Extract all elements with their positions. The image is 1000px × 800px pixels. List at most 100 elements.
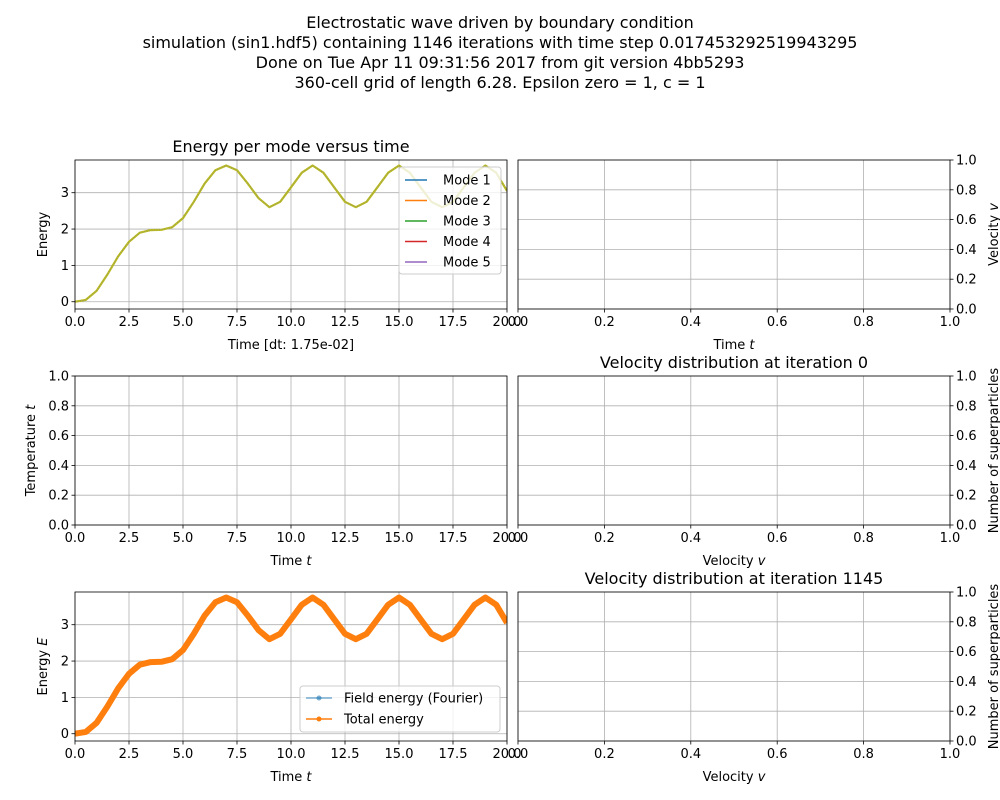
y-tick-label: 0.4 <box>956 243 977 258</box>
y-tick-label: 0.0 <box>956 519 977 534</box>
x-tick-label: 17.5 <box>439 531 468 546</box>
plot-title: Velocity distribution at iteration 1145 <box>585 569 884 588</box>
y-tick-label: 0.6 <box>956 213 977 228</box>
x-tick-label: 15.0 <box>385 315 414 330</box>
energy-vs-time-plot: 0.0 2.5 5.0 7.5 10.0 12.5 15.0 17.5 20.0 0 1 2 3 Time… <box>36 591 522 785</box>
plot-area <box>518 376 950 525</box>
x-axis-label: Time t <box>269 770 312 785</box>
x-tick-label: 20.0 <box>493 531 522 546</box>
y-tick-label: 3 <box>61 186 69 201</box>
y-tick-label: 0.4 <box>48 459 69 474</box>
y-tick-label: 1.0 <box>48 370 69 385</box>
legend-label: Total energy <box>343 713 424 728</box>
x-tick-label: 0.0 <box>65 531 86 546</box>
x-tick-label: 5.0 <box>173 531 194 546</box>
suptitle-line: Done on Tue Apr 11 09:31:56 2017 from gi… <box>255 53 745 72</box>
velocity-distribution-0-plot: 0.0 0.2 0.4 0.6 0.8 1.00.00.20.40.60.81.0Velo… <box>508 353 1000 569</box>
x-tick-label: 0.0 <box>508 315 529 330</box>
x-tick-label: 15.0 <box>385 531 414 546</box>
legend-label: Field energy (Fourier) <box>344 692 483 707</box>
y-tick-label: 0.8 <box>956 399 977 414</box>
y-tick-label: 1.0 <box>956 154 977 169</box>
y-tick-label: 2 <box>61 223 69 238</box>
y-tick-label: 0.0 <box>48 519 69 534</box>
x-tick-label: 0.8 <box>853 747 874 762</box>
legend-marker <box>316 695 322 701</box>
x-tick-label: 12.5 <box>331 531 360 546</box>
x-tick-label: 1.0 <box>940 531 961 546</box>
x-tick-label: 17.5 <box>439 315 468 330</box>
x-tick-label: 7.5 <box>227 747 248 762</box>
x-axis-label: Velocity v <box>703 554 766 569</box>
y-tick-label: 0.6 <box>956 429 977 444</box>
energy-per-mode-plot: 0.0 2.5 5.0 7.5 10.0 12.5 15.0 17.5 20.0 0 1 2 3 Ener… <box>36 137 521 353</box>
y-tick-label: 1 <box>61 259 69 274</box>
y-tick-label: 1 <box>61 691 69 706</box>
x-tick-label: 0.0 <box>508 747 529 762</box>
x-tick-label: 0.8 <box>853 531 874 546</box>
y-tick-label: 0.6 <box>956 645 977 660</box>
velocity-distribution-1145-plot: 0.0 0.2 0.4 0.6 0.8 1.00.00.20.40.60.81.0Velo… <box>508 569 1000 785</box>
y-tick-label: 0.4 <box>956 459 977 474</box>
y-tick-label: 0.2 <box>956 273 977 288</box>
x-tick-label: 10.0 <box>277 531 306 546</box>
x-tick-label: 2.5 <box>119 531 140 546</box>
x-tick-label: 0.4 <box>680 747 701 762</box>
x-tick-label: 0.6 <box>767 531 788 546</box>
x-tick-label: 17.5 <box>439 747 468 762</box>
y-tick-label: 1.0 <box>956 370 977 385</box>
legend-box <box>398 166 502 275</box>
y-tick-label: 0 <box>61 727 69 742</box>
y-tick-label: 0.0 <box>956 303 977 318</box>
y-tick-label: 0.6 <box>48 429 69 444</box>
x-tick-label: 2.5 <box>119 315 140 330</box>
y-tick-label: 0.4 <box>956 675 977 690</box>
x-tick-label: 7.5 <box>227 531 248 546</box>
y-axis-label: Energy <box>36 211 51 257</box>
x-tick-label: 0.4 <box>680 315 701 330</box>
x-tick-label: 7.5 <box>227 315 248 330</box>
x-tick-label: 5.0 <box>173 747 194 762</box>
legend-box <box>299 685 501 733</box>
plot-frame <box>74 375 508 526</box>
y-tick-label: 1.0 <box>956 586 977 601</box>
x-tick-label: 12.5 <box>331 747 360 762</box>
y-tick-label: 2 <box>61 655 69 670</box>
temperature-vs-time-plot: 0.0 2.5 5.0 7.5 10.0 12.5 15.0 17.5 20.0 0.0 0.2 0.… <box>24 370 521 570</box>
plot-frame <box>517 591 951 742</box>
plot-frame <box>517 375 951 526</box>
series-line <box>75 594 507 737</box>
x-tick-label: 0.2 <box>594 315 615 330</box>
legend-marker <box>316 716 322 722</box>
x-tick-label: 0.0 <box>65 747 86 762</box>
x-tick-label: 12.5 <box>331 315 360 330</box>
x-tick-label: 20.0 <box>493 315 522 330</box>
y-tick-label: 0.0 <box>956 735 977 750</box>
y-tick-label: 0.8 <box>48 399 69 414</box>
x-tick-label: 0.8 <box>853 315 874 330</box>
figure-suptitle: Electrostatic wave driven by boundary co… <box>0 13 1000 93</box>
plot-frame <box>74 591 508 742</box>
x-tick-label: 1.0 <box>940 315 961 330</box>
y-tick-label: 0.2 <box>48 489 69 504</box>
x-tick-label: 1.0 <box>940 747 961 762</box>
x-tick-label: 2.5 <box>119 747 140 762</box>
x-tick-label: 20.0 <box>493 747 522 762</box>
x-axis-label: Time t <box>712 338 755 353</box>
x-tick-label: 0.6 <box>767 747 788 762</box>
legend-label: Mode 5 <box>443 256 491 271</box>
x-tick-label: 0.0 <box>65 315 86 330</box>
plot-frame <box>517 159 951 310</box>
x-tick-label: 10.0 <box>277 747 306 762</box>
x-tick-label: 5.0 <box>173 315 194 330</box>
y-tick-label: 0.2 <box>956 705 977 720</box>
suptitle-line: Electrostatic wave driven by boundary co… <box>306 13 694 32</box>
x-tick-label: 15.0 <box>385 747 414 762</box>
legend-label: Mode 2 <box>443 194 491 209</box>
plot-title: Energy per mode versus time <box>172 137 409 156</box>
x-tick-label: 0.4 <box>680 531 701 546</box>
y-axis-label: Number of superparticles <box>987 368 1000 534</box>
y-tick-label: 3 <box>61 618 69 633</box>
y-tick-label: 0.2 <box>956 489 977 504</box>
